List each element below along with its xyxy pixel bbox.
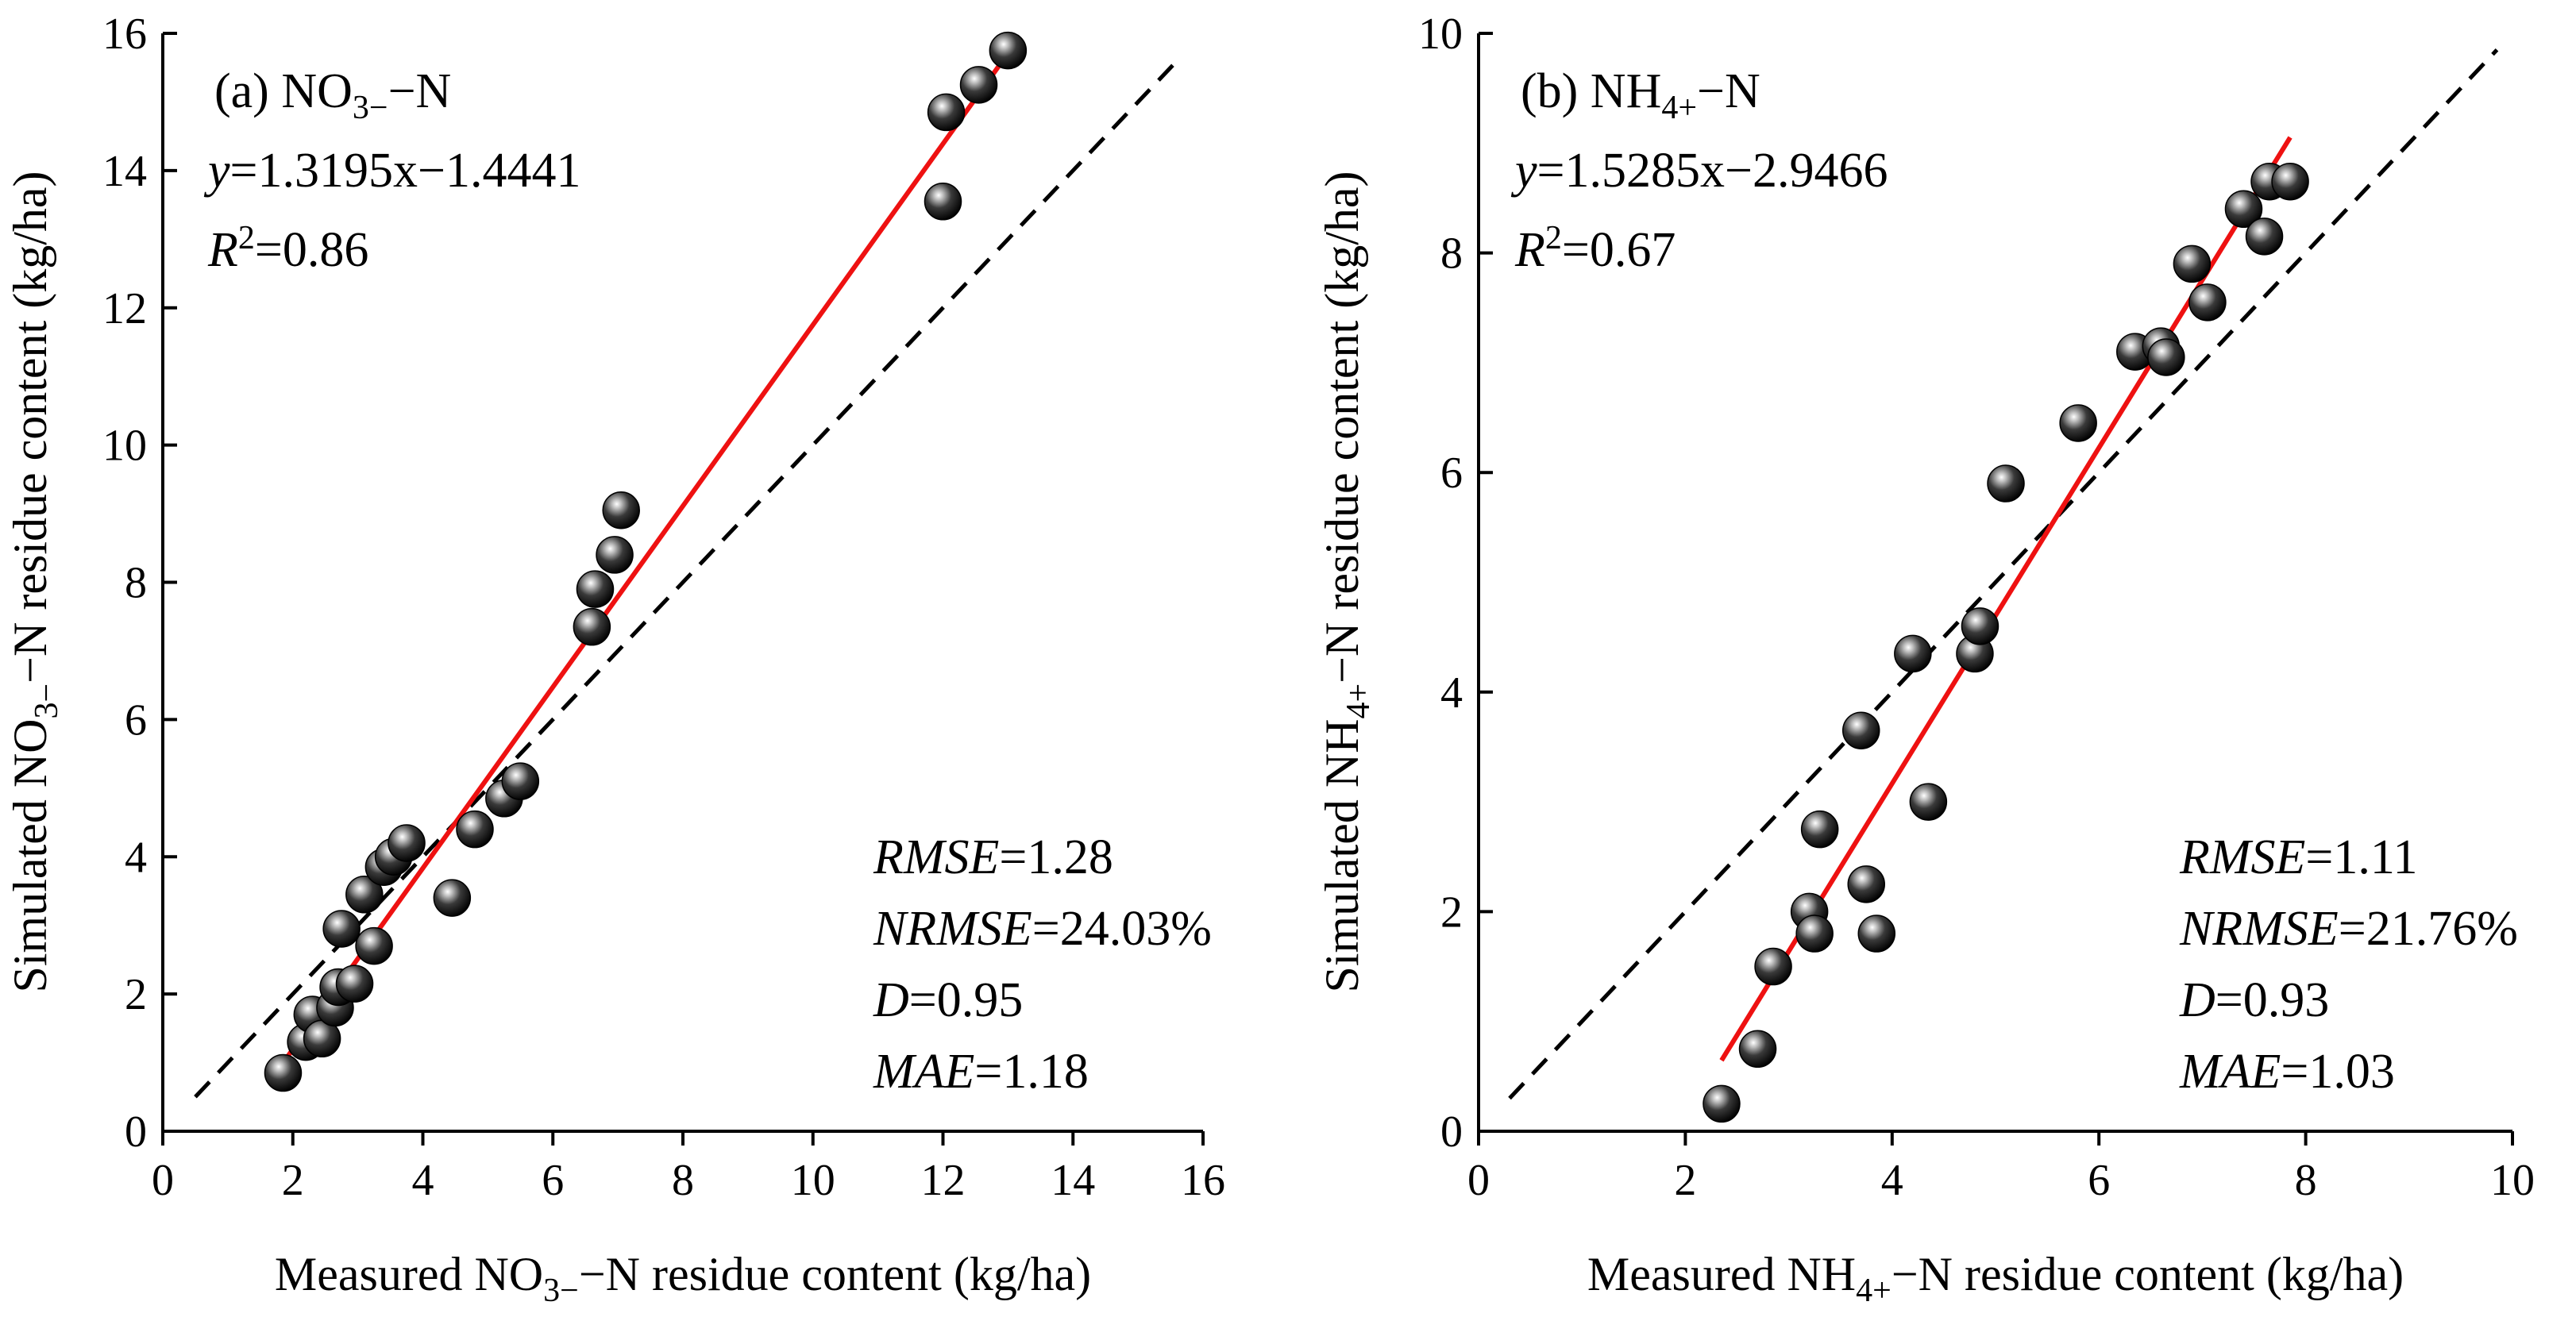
panel-b-data-point bbox=[2147, 338, 2185, 376]
panel-a-data-point bbox=[433, 879, 472, 917]
panel-b-stat-rmse: RMSE=1.11 bbox=[2179, 830, 2418, 884]
panel-a-y-tick-label: 8 bbox=[125, 559, 147, 608]
panel-a-y-tick-label: 0 bbox=[125, 1107, 147, 1157]
panel-b-x-axis-label: Measured NH4+−N residue content (kg/ha) bbox=[1587, 1248, 2404, 1309]
panel-b-x-tick-label: 6 bbox=[2088, 1156, 2110, 1205]
panel-b-r-squared: R2=0.67 bbox=[1514, 220, 1676, 277]
panel-a-stat-d: D=0.95 bbox=[873, 973, 1023, 1027]
panel-a-x-tick-label: 2 bbox=[282, 1156, 304, 1205]
panel-a-stat-nrmse: NRMSE=24.03% bbox=[873, 902, 1212, 956]
panel-b-y-tick-label: 8 bbox=[1440, 229, 1463, 279]
panel-a-data-point bbox=[264, 1053, 303, 1092]
panel-b-x-tick-label: 10 bbox=[2490, 1156, 2535, 1205]
panel-b-y-tick-label: 6 bbox=[1440, 449, 1463, 498]
panel-b-stat-d: D=0.93 bbox=[2179, 973, 2329, 1027]
panel-a-data-point bbox=[596, 536, 634, 574]
panel-a-y-tick-label: 6 bbox=[125, 695, 147, 745]
panel-b-data-point bbox=[2059, 404, 2097, 442]
panel-a-data-point bbox=[959, 66, 998, 104]
panel-a-data-point bbox=[927, 93, 966, 132]
panel-a-x-axis-label: Measured NO3−−N residue content (kg/ha) bbox=[275, 1248, 1091, 1309]
panel-b-equation: y=1.5285x−2.9466 bbox=[1510, 144, 1888, 198]
panel-b-data-point bbox=[1795, 915, 1834, 953]
panel-b-data-point bbox=[1961, 607, 1999, 645]
panel-a-x-tick-label: 6 bbox=[542, 1156, 564, 1205]
panel-b-y-tick-label: 0 bbox=[1440, 1107, 1463, 1157]
panel-a-x-tick-label: 14 bbox=[1051, 1156, 1095, 1205]
panel-a-data-point bbox=[576, 570, 615, 608]
panel-a-r-squared: R2=0.86 bbox=[207, 220, 368, 277]
panel-a-data-point bbox=[501, 762, 540, 800]
panel-b-data-point bbox=[2245, 218, 2284, 256]
panel-b-x-tick-label: 0 bbox=[1467, 1156, 1490, 1205]
panel-a-stats: RMSE=1.28 NRMSE=24.03% D=0.95 MAE=1.18 bbox=[873, 830, 1212, 1099]
panel-a-stat-mae: MAE=1.18 bbox=[873, 1045, 1089, 1099]
panel-b-data-point bbox=[1738, 1030, 1777, 1069]
panel-a-x-tick-label: 16 bbox=[1181, 1156, 1225, 1205]
panel-b-x-tick-label: 2 bbox=[1674, 1156, 1696, 1205]
panel-a-regression-line bbox=[277, 52, 1010, 1069]
panel-b-data-point bbox=[1754, 947, 1792, 986]
panel-b-stat-mae: MAE=1.03 bbox=[2179, 1045, 2395, 1099]
panel-b-y-axis-label: Simulated NH4+−N residue content (kg/ha) bbox=[1316, 171, 1377, 993]
panel-a-y-tick-label: 16 bbox=[102, 10, 147, 59]
panel-a-title: (a) NO3−−N bbox=[214, 64, 451, 126]
panel-a-equation: y=1.3195x−1.4441 bbox=[203, 144, 580, 198]
panel-b-data-point bbox=[1987, 464, 2025, 503]
panel-a-y-tick-label: 12 bbox=[102, 284, 147, 333]
panel-b-y-tick-label: 2 bbox=[1440, 888, 1463, 937]
panel-a-data-point bbox=[388, 824, 426, 862]
panel-b-data-point bbox=[2173, 245, 2212, 283]
panel-b-chart: 0 2 4 6 8 10 0 2 4 6 8 10 (b) NH4+−N y=1.5285x−2.94… bbox=[1316, 10, 2535, 1309]
panel-b-data-point bbox=[1800, 810, 1839, 849]
panel-a-x-tick-label: 10 bbox=[791, 1156, 835, 1205]
panel-b-data-point bbox=[2188, 283, 2227, 322]
panel-a-y-tick-label: 2 bbox=[125, 970, 147, 1019]
panel-b-x-tick-label: 8 bbox=[2295, 1156, 2317, 1205]
panel-a-data-point bbox=[345, 876, 384, 914]
panel-a-x-tick-label: 4 bbox=[412, 1156, 434, 1205]
panel-a-data-point bbox=[573, 607, 611, 646]
panel-b-x-tick-label: 4 bbox=[1881, 1156, 1903, 1205]
panel-a-x-tick-label: 0 bbox=[152, 1156, 174, 1205]
panel-a-y-axis-label: Simulated NO3−−N residue content (kg/ha) bbox=[4, 171, 65, 993]
panel-b-data-point bbox=[1894, 634, 1932, 673]
panel-a-y-tick-label: 10 bbox=[102, 422, 147, 471]
panel-a-x-tick-label: 8 bbox=[672, 1156, 694, 1205]
panel-b-y-tick-label: 10 bbox=[1418, 10, 1463, 59]
panel-a-data-point bbox=[602, 491, 640, 529]
panel-b-data-point bbox=[2271, 162, 2309, 201]
panel-a-data-point bbox=[989, 31, 1028, 70]
panel-b-y-tick-label: 4 bbox=[1440, 668, 1463, 718]
panel-b-data-point bbox=[1857, 915, 1896, 953]
panel-b-data-point bbox=[1909, 783, 1948, 821]
panel-b-title: (b) NH4+−N bbox=[1521, 64, 1760, 126]
panel-a-data-point bbox=[924, 183, 962, 221]
panel-a-y-tick-label: 14 bbox=[102, 147, 147, 196]
panel-b-stat-nrmse: NRMSE=21.76% bbox=[2179, 902, 2518, 956]
panel-a-data-point bbox=[456, 810, 494, 849]
panel-a-x-tick-label: 12 bbox=[921, 1156, 966, 1205]
panel-a-stat-rmse: RMSE=1.28 bbox=[873, 830, 1113, 884]
panel-a-chart: 0 2 4 6 8 10 12 14 16 0 2 4 6 8 10 12 14 16 (a) NO3−−N y=… bbox=[4, 10, 1225, 1309]
panel-a-y-tick-label: 4 bbox=[125, 833, 147, 882]
panel-a-data-point bbox=[335, 965, 374, 1003]
panel-b-data-point bbox=[1703, 1084, 1741, 1123]
panel-b-one-to-one-line bbox=[1508, 48, 2499, 1100]
panel-b-data-point bbox=[1847, 865, 1885, 903]
panel-b-data-point bbox=[2224, 190, 2263, 229]
panel-a-data-point bbox=[355, 926, 393, 965]
panel-b-stats: RMSE=1.11 NRMSE=21.76% D=0.93 MAE=1.03 bbox=[2179, 830, 2518, 1099]
panel-b-data-point bbox=[1841, 711, 1880, 749]
panel-a-data-point bbox=[322, 910, 361, 948]
